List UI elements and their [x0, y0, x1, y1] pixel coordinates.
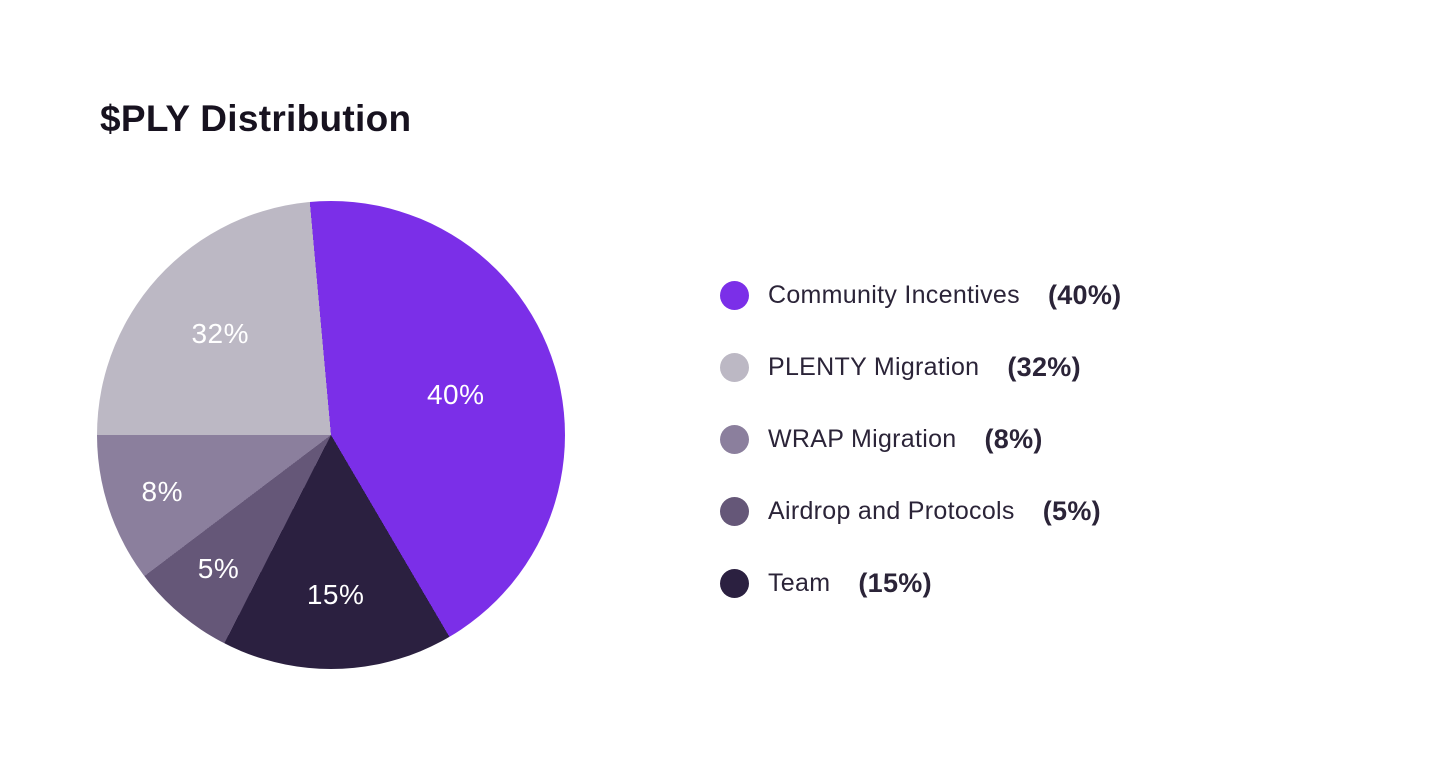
legend-item-percentage: (40%) — [1047, 279, 1122, 310]
pie-chart: 40% 32% 8% 5% 15% — [97, 201, 565, 669]
legend-dot-icon — [720, 568, 749, 598]
legend-dot-icon — [720, 280, 749, 310]
legend-item-label: Community Incentives — [768, 280, 1020, 309]
pie-slice-label: 5% — [197, 553, 240, 585]
pie-slice-label: 8% — [141, 475, 183, 507]
legend-item-label: Team — [768, 568, 831, 597]
legend-item-percentage: (8%) — [984, 423, 1043, 454]
legend-item-label: Airdrop and Protocols — [768, 496, 1015, 525]
pie-slice-label: 40% — [426, 378, 485, 410]
chart-title: $PLY Distribution — [100, 98, 412, 139]
legend: Community Incentives (40%) PLENTY Migratio… — [720, 280, 1121, 598]
legend-item-percentage: (5%) — [1042, 495, 1101, 526]
legend-item-label: PLENTY Migration — [768, 352, 980, 381]
legend-item: Team (15%) — [720, 568, 1121, 598]
legend-item-percentage: (15%) — [858, 567, 932, 598]
legend-dot-icon — [720, 496, 749, 526]
legend-dot-icon — [720, 352, 749, 382]
legend-item-label: WRAP Migration — [768, 424, 957, 453]
legend-item: Community Incentives (40%) — [720, 280, 1121, 310]
legend-item: Airdrop and Protocols (5%) — [720, 496, 1121, 526]
legend-dot-icon — [720, 424, 749, 454]
legend-item-percentage: (32%) — [1007, 351, 1081, 382]
legend-item: WRAP Migration (8%) — [720, 424, 1121, 454]
legend-item: PLENTY Migration (32%) — [720, 352, 1121, 382]
pie-slice-label: 32% — [191, 317, 249, 349]
pie-slice-label: 15% — [306, 578, 365, 610]
